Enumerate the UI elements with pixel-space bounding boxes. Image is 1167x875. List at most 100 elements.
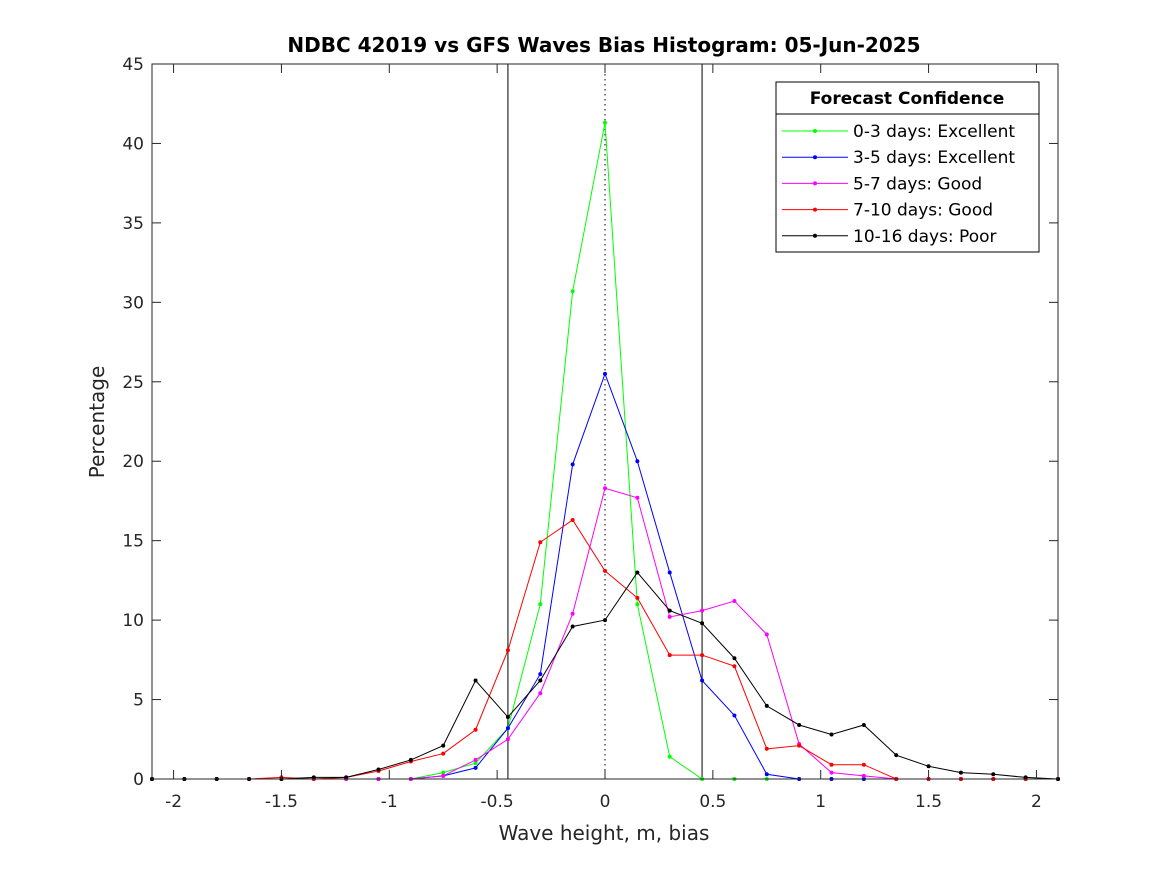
reference-lines	[507, 64, 703, 779]
x-axis-label: Wave height, m, bias	[499, 821, 710, 845]
data-point	[570, 289, 575, 294]
data-point	[635, 570, 640, 575]
legend-entry: 3-5 days: Excellent	[782, 148, 1015, 168]
y-tick-label: 45	[122, 55, 144, 75]
data-point	[732, 656, 737, 661]
data-point	[505, 737, 510, 742]
data-point	[570, 624, 575, 629]
data-point	[764, 632, 769, 637]
data-point	[797, 743, 802, 748]
data-point	[473, 761, 478, 766]
data-point	[603, 486, 607, 491]
data-point	[958, 770, 963, 775]
x-tick-label: -1.5	[265, 792, 298, 812]
data-point	[764, 703, 769, 708]
y-tick-label: 30	[122, 293, 144, 313]
data-point	[635, 595, 640, 600]
legend-label: 3-5 days: Excellent	[853, 148, 1015, 168]
data-point	[732, 664, 737, 669]
x-tick-label: -1	[381, 792, 398, 812]
legend-marker	[813, 207, 817, 212]
data-point	[764, 772, 769, 777]
data-point	[764, 746, 769, 751]
data-point	[570, 611, 575, 616]
data-point	[700, 678, 705, 683]
data-point	[861, 762, 866, 767]
data-point	[829, 762, 834, 767]
data-point	[861, 722, 866, 727]
data-point	[441, 751, 446, 756]
data-point	[667, 653, 672, 658]
legend-entry: 0-3 days: Excellent	[782, 122, 1015, 142]
y-tick-label: 10	[122, 611, 144, 631]
x-tick-label: 0.5	[699, 792, 726, 812]
legend-entry: 10-16 days: Poor	[782, 227, 997, 247]
data-point	[344, 775, 349, 780]
legend-marker	[813, 233, 817, 238]
data-point	[635, 602, 640, 607]
data-point	[926, 764, 931, 769]
legend-box	[775, 81, 1040, 253]
data-point	[473, 678, 478, 683]
data-point	[667, 614, 672, 619]
legend-marker	[813, 181, 817, 186]
data-point	[538, 540, 543, 545]
data-point	[473, 765, 478, 770]
data-point	[376, 767, 381, 772]
data-point	[441, 743, 446, 748]
data-point	[538, 678, 543, 683]
data-point	[441, 773, 446, 778]
legend-entry: 5-7 days: Good	[782, 174, 982, 194]
data-point	[700, 653, 705, 658]
x-tick-label: 1.5	[915, 792, 942, 812]
legend-label: 0-3 days: Excellent	[853, 122, 1015, 142]
data-point	[732, 599, 737, 604]
data-point	[861, 773, 866, 778]
data-point	[700, 608, 705, 613]
data-point	[603, 120, 607, 125]
data-point	[700, 621, 705, 626]
data-point	[991, 772, 996, 777]
data-point	[797, 722, 802, 727]
legend-label: 10-16 days: Poor	[853, 227, 997, 247]
data-point	[635, 495, 640, 500]
data-point	[603, 371, 607, 376]
data-point	[635, 459, 640, 464]
data-point	[570, 518, 575, 523]
data-point	[505, 715, 510, 720]
legend-marker	[813, 129, 817, 133]
data-point	[505, 726, 510, 731]
data-point	[1023, 775, 1028, 780]
x-tick-label: 2	[1031, 792, 1042, 812]
data-point	[408, 757, 413, 762]
data-point	[603, 618, 607, 623]
chart-title: NDBC 42019 vs GFS Waves Bias Histogram: …	[287, 33, 920, 57]
y-tick-label: 40	[122, 134, 144, 154]
data-point	[829, 770, 834, 775]
data-point	[894, 753, 899, 758]
legend: Forecast Confidence 0-3 days: Excellent 3…	[775, 81, 1040, 253]
data-point	[667, 608, 672, 613]
data-point	[538, 602, 543, 607]
data-point	[603, 568, 607, 573]
data-point	[473, 727, 478, 732]
y-tick-label: 5	[133, 691, 144, 711]
x-tick-label: 1	[815, 792, 826, 812]
data-point	[829, 732, 834, 737]
y-tick-label: 25	[122, 373, 144, 393]
legend-entry: 7-10 days: Good	[782, 201, 993, 221]
y-tick-label: 15	[122, 532, 144, 552]
data-point	[473, 757, 478, 762]
data-point	[538, 691, 543, 696]
data-point	[667, 754, 672, 759]
legend-label: 5-7 days: Good	[853, 174, 982, 194]
y-axis-label: Percentage	[85, 366, 109, 479]
data-point	[311, 775, 316, 780]
data-point	[732, 713, 737, 718]
y-tick-label: 35	[122, 214, 144, 234]
legend-marker	[813, 155, 817, 160]
series-5	[150, 570, 1060, 781]
x-tick-label: -2	[165, 792, 182, 812]
legend-label: 7-10 days: Good	[853, 201, 993, 221]
